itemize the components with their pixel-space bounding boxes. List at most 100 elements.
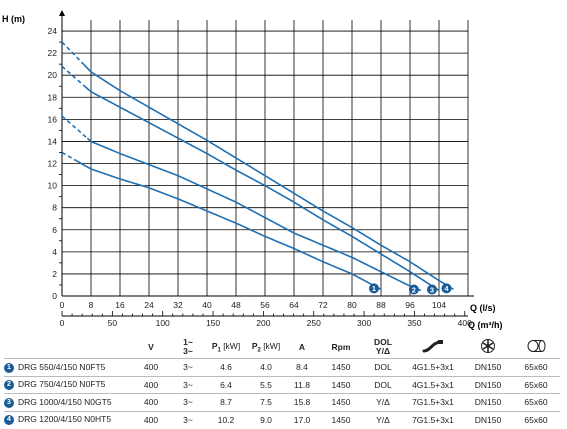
curve-1-dashed	[61, 151, 77, 162]
x2-tick-label: 350	[407, 318, 421, 328]
chart-grid	[61, 20, 469, 297]
cell-dn: DN150	[464, 410, 512, 428]
x-tick-label: 48	[231, 300, 241, 310]
cell-cable: 7G1.5+3x1	[402, 393, 464, 411]
curve-marker-label-4: 4	[444, 284, 449, 293]
header-impeller	[464, 336, 512, 359]
x2-tick-label: 100	[156, 318, 170, 328]
cable-icon	[422, 340, 443, 353]
curve-marker-4	[441, 283, 452, 294]
y-tick-label: 4	[52, 247, 57, 257]
header-voltage: V	[148, 342, 154, 352]
x2-tick-label: 200	[256, 318, 270, 328]
y-axis-label: H (m)	[2, 14, 25, 24]
x2-tick-label: 400	[458, 318, 472, 328]
table-row: 1 DRG 550/4/150 N0FT5 400 3~ 4.6 4.0 8.4 1450 DO…	[4, 358, 560, 376]
cell-cable: 4G1.5+3x1	[402, 375, 464, 394]
x-tick-label: 32	[173, 300, 183, 310]
cell-start: Y/Δ	[364, 410, 402, 428]
x-tick-label: 16	[115, 300, 125, 310]
cell-ampere: 17.0	[286, 410, 318, 428]
curve-marker-label-3: 3	[430, 285, 434, 294]
model-name: DRG 1200/4/150 N0HT5	[18, 414, 112, 425]
cell-model: 3 DRG 1000/4/150 N0GT5	[4, 393, 132, 411]
curve-marker-label-2: 2	[412, 285, 416, 294]
cell-dn: DN150	[464, 375, 512, 394]
y-tick-label: 22	[48, 48, 58, 58]
cell-voltage: 400	[132, 410, 170, 428]
y-tick-label: 8	[52, 203, 57, 213]
y-tick-label: 18	[48, 92, 58, 102]
curve-4	[83, 63, 454, 291]
cell-size: 65x60	[512, 375, 560, 394]
cell-model: 4 DRG 1200/4/150 N0HT5	[4, 410, 132, 428]
cell-rpm: 1450	[318, 410, 364, 428]
cell-size: 65x60	[512, 358, 560, 376]
x-tick-label: 72	[318, 300, 328, 310]
cell-ampere: 8.4	[286, 358, 318, 376]
header-passage	[512, 336, 560, 359]
header-cable	[402, 336, 464, 359]
x-tick-label: 40	[202, 300, 212, 310]
x2-tick-label: 50	[108, 318, 118, 328]
x-tick-label: 24	[144, 300, 154, 310]
curve-marker-3	[427, 284, 437, 295]
cell-dn: DN150	[464, 358, 512, 376]
cell-p2: 5.5	[246, 375, 286, 394]
x2-axis-label: Q (m³/h)	[468, 320, 503, 330]
x2-tick-label: 150	[206, 318, 220, 328]
cell-rpm: 1450	[318, 375, 364, 394]
model-name: DRG 550/4/150 N0FT5	[18, 361, 106, 372]
cell-model: 1 DRG 550/4/150 N0FT5	[4, 358, 132, 376]
table-header-row: V 1~ 3~ P1 [kW] P2 [kW] A Rpm DOL Y/Δ	[4, 336, 560, 359]
curve-markers: 1 2 3 4	[369, 283, 452, 295]
cell-ampere: 15.8	[286, 393, 318, 411]
header-model	[4, 336, 132, 359]
y-tick-label: 24	[48, 26, 58, 36]
x-tick-label: 56	[260, 300, 270, 310]
curve-3-dashed	[61, 65, 85, 87]
chart-axes	[59, 10, 474, 317]
row-number-badge: 3	[4, 397, 14, 408]
cell-model: 2 DRG 750/4/150 N0FT5	[4, 375, 132, 394]
x-tick-label: 88	[376, 300, 386, 310]
cell-cable: 4G1.5+3x1	[402, 358, 464, 376]
y-tick-label: 16	[48, 114, 58, 124]
cell-ampere: 11.8	[286, 375, 318, 394]
y-tick-label: 0	[52, 291, 57, 301]
y-tick-label: 2	[52, 269, 57, 279]
cell-rpm: 1450	[318, 358, 364, 376]
y-tick-label: 10	[48, 181, 58, 191]
y-tick-label: 20	[48, 70, 58, 80]
cell-p1: 8.7	[206, 393, 246, 411]
cell-dn: DN150	[464, 393, 512, 411]
curve-1	[76, 160, 382, 291]
curve-marker-label-1: 1	[372, 284, 376, 293]
x-axis-label: Q (l/s)	[470, 303, 496, 313]
table-row: 3 DRG 1000/4/150 N0GT5 400 3~ 8.7 7.5 15.8 1450…	[4, 393, 560, 411]
cell-cable: 7G1.5+3x1	[402, 410, 464, 428]
cell-p2: 7.5	[246, 393, 286, 411]
x-tick-label: 64	[289, 300, 299, 310]
solid-passage-icon	[527, 340, 546, 352]
x-tick-label: 8	[89, 300, 94, 310]
row-number-badge: 4	[4, 415, 14, 426]
header-phase: 1~ 3~	[183, 337, 193, 356]
cell-start: DOL	[364, 358, 402, 376]
curve-marker-2	[408, 284, 419, 295]
cell-phase: 3~	[170, 410, 206, 428]
cell-p1: 6.4	[206, 375, 246, 394]
x2-tick-label: 0	[60, 318, 65, 328]
cell-p2: 4.0	[246, 358, 286, 376]
header-rpm: Rpm	[331, 342, 351, 352]
model-name: DRG 1000/4/150 N0GT5	[18, 396, 112, 407]
header-p1: P1 [kW]	[211, 340, 241, 354]
row-number-badge: 1	[4, 362, 14, 373]
x-tick-label: 104	[432, 300, 446, 310]
x-tick-label: 0	[60, 300, 65, 310]
cell-voltage: 400	[132, 393, 170, 411]
y-tick-label: 14	[48, 136, 58, 146]
curve-marker-1	[369, 283, 379, 294]
x-tick-label: 96	[405, 300, 415, 310]
